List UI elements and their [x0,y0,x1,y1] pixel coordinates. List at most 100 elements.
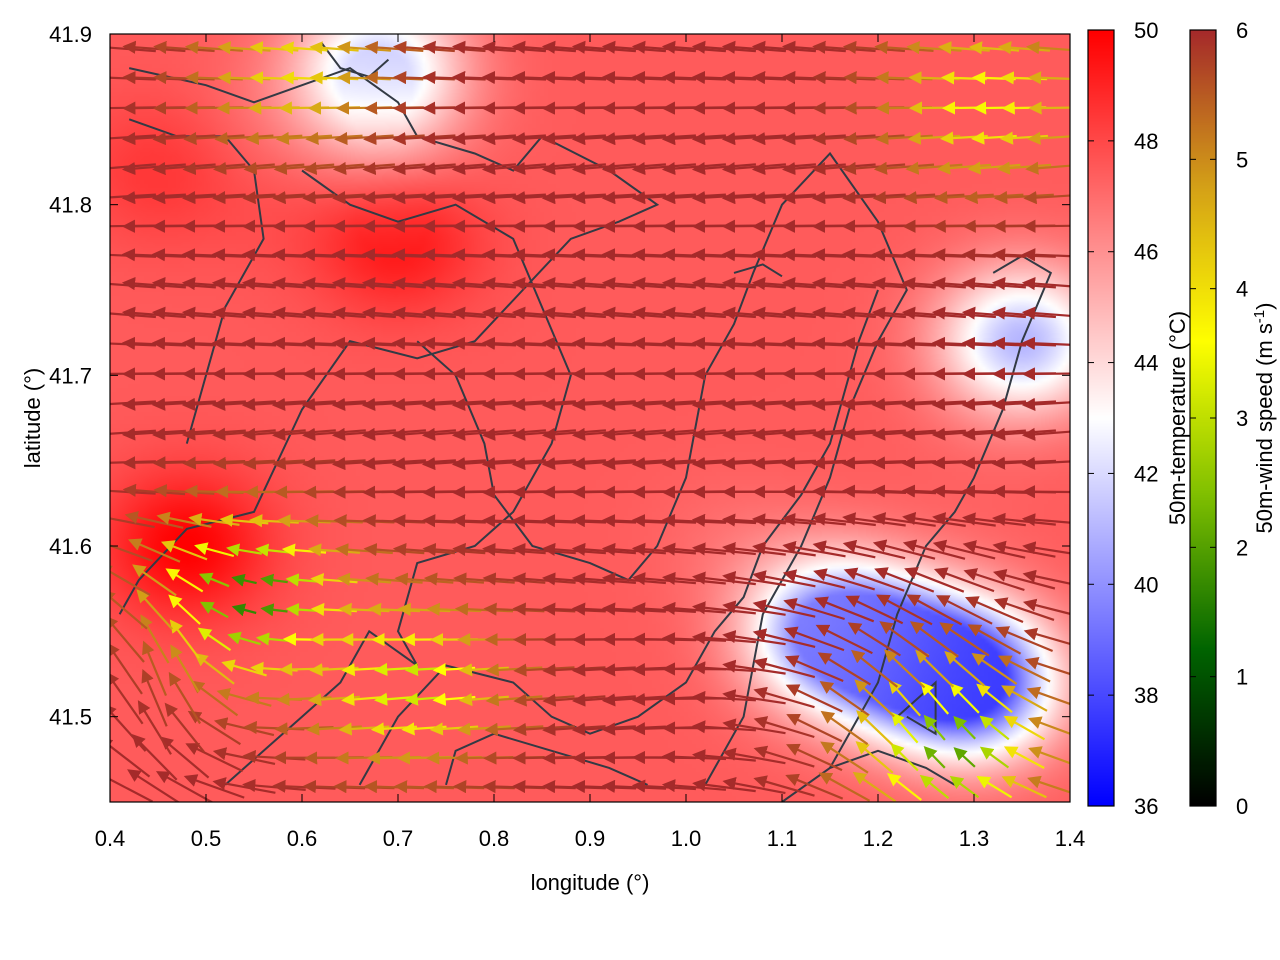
wind-arrow [155,771,213,802]
wind-arrow [170,644,200,693]
wind-arrow [137,700,172,755]
wind-arrow [156,511,212,528]
wind-arrow [820,710,869,746]
wind-arrow [813,568,876,591]
contour-line [320,41,390,78]
wind-arrow [905,161,963,175]
wind-arrow [194,653,235,685]
wind-arrow [783,597,845,621]
wind-arrow [997,41,1050,55]
wind-arrow [199,601,229,619]
wind-arrow [307,543,360,557]
wind-arrow [184,40,243,55]
wind-arrow [397,602,451,616]
wind-arrow [944,651,985,687]
wind-arrow [306,722,362,736]
wind-arrow [979,715,1010,741]
wind-arrow [260,603,288,617]
temperature-colorbar-label: 50m-temperature (°C) [1165,311,1190,525]
wind-arrow [141,668,168,727]
wind-arrow [1022,569,1070,585]
wind-arrow [1027,131,1070,145]
wind-arrow [873,161,935,175]
wind-arrow [906,594,963,626]
wind-arrow [132,564,177,597]
wind-arrow [852,771,897,802]
wind-arrow [1027,71,1070,85]
wind-arrow [785,773,844,800]
wind-arrow [185,71,243,85]
wind-arrow [935,595,993,625]
wind-arrow [936,161,991,175]
wind-arrow [160,540,208,561]
x-tick-label: 1.0 [671,826,702,851]
y-axis: 41.5 41.6 41.7 41.8 41.9 [49,22,1070,730]
wind-arrow [856,710,894,746]
wind-arrow [876,594,933,626]
wind-arrow [815,624,873,655]
x-tick-label: 0.8 [479,826,510,851]
wind-arrow [845,595,904,625]
wind-arrow [874,40,934,55]
temperature-colorbar-tick-label: 50 [1134,18,1158,43]
wind-arrow [949,775,980,799]
wind-arrow [275,131,333,145]
wind-arrow [879,621,930,658]
wind-arrow [110,642,143,695]
wind-arrow [949,682,980,714]
wind-arrow [753,745,815,768]
wind-arrow [1021,306,1070,320]
wind-arrow [753,686,815,709]
wind-colorbar-tick-label: 6 [1236,18,1248,43]
wind-arrow [110,544,154,563]
wind-arrow [1021,367,1070,381]
wind-arrow [752,628,816,648]
wind-arrow [909,621,959,658]
wind-arrow [458,693,509,707]
wind-arrow [190,680,239,717]
wind-arrows [110,40,1070,802]
wind-arrow [165,568,204,593]
y-tick-label: 41.9 [49,22,92,47]
wind-arrow [245,131,303,146]
wind-arrow [874,567,935,593]
wind-arrow [753,716,815,739]
wind-arrow [249,514,299,528]
wind-arrow [168,594,201,625]
wind-arrow [142,640,168,697]
x-tick-label: 0.7 [383,826,414,851]
wind-arrow [886,773,922,801]
wind-arrow [1022,598,1070,615]
wind-arrow [923,714,946,741]
wind-arrow [1028,746,1070,765]
wind-arrow [197,627,232,652]
wind-arrow [753,657,816,679]
wind-colorbar-tick-label: 4 [1236,277,1248,302]
wind-arrow [783,626,845,652]
wind-arrow [915,649,955,688]
temperature-colorbar: 36 38 40 42 44 46 48 50 50m-temperature (°C) [1087,18,1190,819]
y-tick-label: 41.8 [49,193,92,218]
wind-arrow [843,567,905,592]
wind-arrow [843,131,905,146]
wind-arrow [971,652,1018,685]
wind-arrow [336,572,392,586]
wind-arrow [309,41,359,55]
wind-arrow [817,652,872,686]
x-tick-label: 1.2 [863,826,894,851]
wind-arrow [1025,161,1070,175]
wind-arrow [124,510,184,529]
wind-colorbar-tick-label: 5 [1236,147,1248,172]
wind-arrow [814,596,875,623]
wind-arrow [1022,541,1070,555]
y-tick-label: 41.5 [49,705,92,730]
wind-arrow [919,774,950,799]
wind-arrow [1001,775,1047,799]
temperature-colorbar-frame [1087,29,1115,807]
x-axis-label: longitude (°) [531,870,650,895]
wind-arrow [753,775,815,797]
wind-arrow [843,71,905,85]
y-tick-label: 41.7 [49,363,92,388]
wind-colorbar-label-prefix: 50m-wind speed (m s [1252,323,1277,533]
wind-arrow [168,671,202,725]
